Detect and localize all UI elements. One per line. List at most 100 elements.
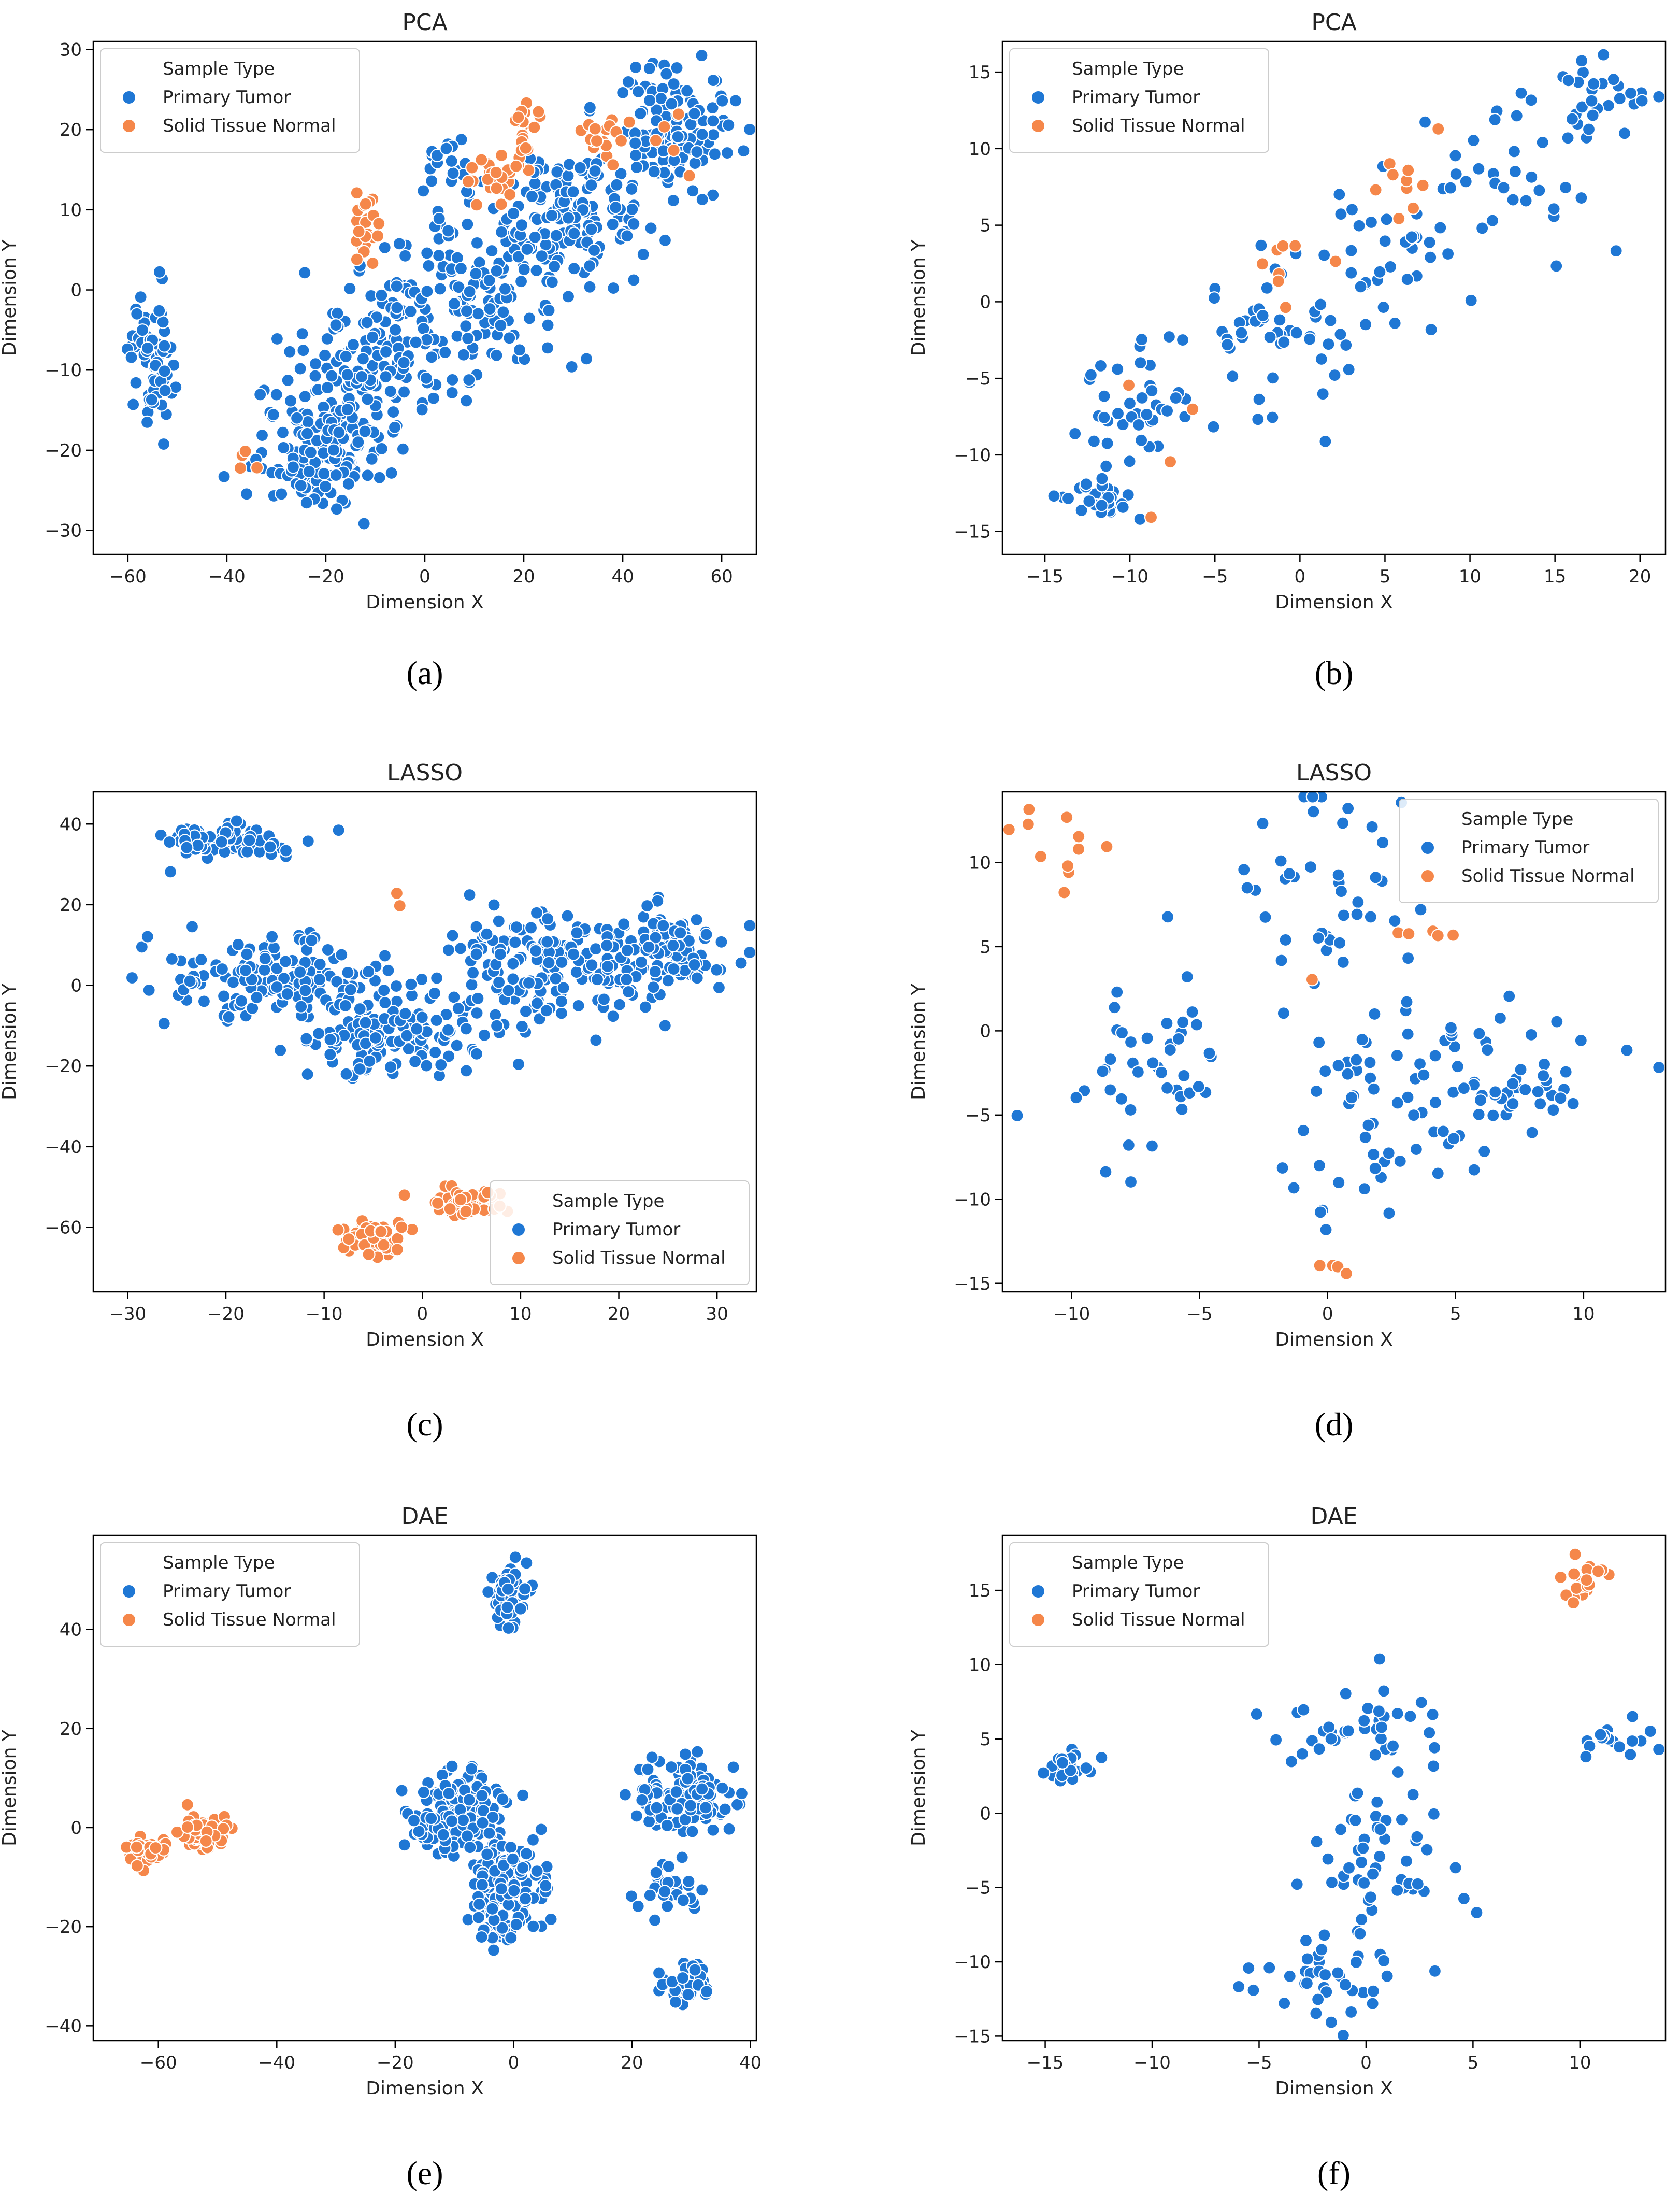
tumor-point: [589, 1033, 603, 1047]
x-tick-label: 0: [419, 566, 430, 587]
tumor-point: [1593, 1728, 1607, 1742]
tumor-point: [1410, 1830, 1424, 1844]
normal-point: [1186, 402, 1200, 416]
tumor-point: [1331, 868, 1345, 882]
tumor-point: [317, 467, 331, 481]
panel-label: (b): [1315, 654, 1354, 691]
normal-point: [1061, 859, 1075, 873]
normal-point: [532, 105, 545, 119]
tumor-point: [681, 1772, 695, 1786]
tumor-point: [518, 1892, 533, 1906]
tumor-point: [1145, 383, 1159, 398]
tumor-point: [1401, 1090, 1415, 1104]
chart-f: −15 −10 −5 0 5 10 −15 −10 −5 0 5 10 15 DAE Dimension X…: [908, 1503, 1667, 2191]
tumor-point: [420, 284, 434, 298]
tumor-point: [1097, 389, 1111, 403]
tumor-point: [191, 838, 205, 852]
y-tick-label: 0: [70, 976, 82, 996]
tumor-point: [1310, 1835, 1324, 1849]
tumor-point: [1266, 410, 1280, 424]
tumor-point: [469, 947, 483, 961]
tumor-point: [535, 249, 549, 263]
tumor-point: [1087, 434, 1101, 448]
tumor-point: [1579, 1750, 1593, 1764]
tumor-point: [410, 1022, 424, 1036]
tumor-point: [481, 1585, 495, 1599]
y-tick-label: 20: [60, 120, 82, 140]
legend-tumor-label: Primary Tumor: [163, 87, 291, 108]
tumor-point: [461, 331, 475, 346]
tumor-point: [1277, 335, 1291, 349]
tumor-point: [590, 973, 605, 987]
tumor-point: [547, 260, 562, 274]
tumor-point: [1488, 1085, 1502, 1099]
tumor-point: [442, 1049, 456, 1063]
tumor-point: [1363, 1056, 1377, 1070]
tumor-point: [1273, 313, 1287, 327]
tumor-point: [390, 279, 404, 293]
tumor-point: [130, 307, 144, 321]
tumor-point: [1467, 1163, 1481, 1177]
tumor-point: [1116, 418, 1130, 432]
tumor-point: [217, 989, 231, 1003]
tumor-point: [1314, 297, 1328, 311]
x-tick-label: 20: [608, 1304, 630, 1324]
tumor-point: [1428, 1964, 1442, 1978]
tumor-point: [1444, 1021, 1458, 1035]
tumor-point: [1311, 931, 1326, 945]
tumor-point: [612, 997, 627, 1011]
tumor-point: [460, 394, 473, 408]
tumor-point: [1296, 1123, 1311, 1137]
tumor-point: [476, 1816, 490, 1830]
tumor-point: [688, 156, 702, 170]
normal-point: [149, 1841, 163, 1855]
tumor-point: [1533, 1097, 1547, 1111]
tumor-point: [1369, 871, 1383, 885]
tumor-point: [283, 394, 298, 408]
points-d: [1002, 790, 1666, 1280]
normal-point: [443, 1202, 457, 1216]
tumor-point: [1367, 1082, 1381, 1096]
tumor-point: [258, 951, 272, 966]
legend-tumor-label: Primary Tumor: [1072, 1581, 1200, 1602]
tumor-point: [1423, 1726, 1437, 1740]
x-tick-label: 5: [1450, 1304, 1461, 1324]
tumor-point: [378, 949, 392, 963]
tumor-point: [712, 980, 726, 995]
normal-point: [1122, 378, 1136, 392]
tumor-point: [1309, 2006, 1323, 2020]
tumor-point: [456, 348, 471, 362]
tumor-point: [1234, 326, 1248, 340]
tumor-point: [1547, 202, 1561, 216]
tumor-point: [1262, 1961, 1276, 1975]
tumor-point: [454, 262, 468, 276]
legend: Sample Type Primary Tumor Solid Tissue Nor…: [1399, 799, 1659, 903]
tumor-point: [1295, 1747, 1309, 1761]
tumor-point: [1356, 1841, 1370, 1855]
tumor-point: [1133, 356, 1147, 370]
tumor-point: [466, 966, 480, 980]
tumor-point: [397, 355, 411, 369]
tumor-point: [1613, 92, 1627, 106]
tumor-point: [253, 388, 267, 402]
y-tick-label: 10: [969, 139, 991, 160]
tumor-point: [387, 420, 402, 434]
tumor-point: [163, 835, 177, 849]
tumor-point: [1475, 221, 1489, 235]
tumor-point: [300, 1067, 314, 1081]
tumor-point: [625, 182, 639, 196]
normal-point: [1276, 239, 1290, 253]
tumor-point: [494, 1882, 508, 1896]
tumor-point: [379, 345, 393, 359]
tumor-point: [1274, 854, 1288, 868]
tumor-point: [640, 899, 654, 913]
normal-point: [430, 1196, 445, 1210]
tumor-point: [1135, 333, 1148, 347]
normal-point: [475, 153, 489, 167]
tumor-point: [1451, 1060, 1464, 1074]
tumor-point: [1467, 133, 1481, 148]
tumor-point: [1393, 1154, 1407, 1168]
tumor-point: [1175, 1102, 1189, 1116]
tumor-point: [685, 1825, 699, 1838]
tumor-point: [355, 369, 369, 384]
